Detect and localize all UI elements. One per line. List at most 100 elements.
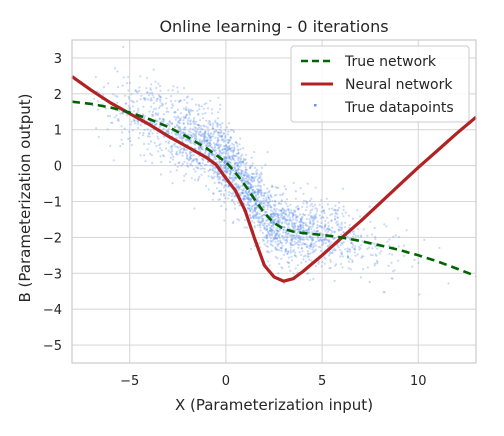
data-point	[269, 215, 272, 218]
data-point	[259, 221, 263, 224]
data-point	[228, 161, 231, 164]
data-point	[249, 183, 252, 186]
data-point	[220, 152, 224, 155]
data-point	[163, 119, 166, 122]
data-point	[242, 147, 245, 150]
data-point	[309, 245, 312, 248]
data-point	[285, 232, 288, 236]
data-point	[268, 200, 272, 203]
data-point	[307, 228, 310, 231]
data-point	[346, 250, 349, 253]
data-point	[319, 238, 322, 242]
data-point	[211, 164, 214, 168]
data-point	[357, 234, 360, 238]
data-point	[253, 190, 256, 193]
data-point	[346, 254, 349, 258]
data-point	[224, 166, 227, 169]
data-point	[233, 195, 236, 198]
data-point	[302, 230, 305, 233]
data-point	[178, 133, 181, 136]
data-point	[309, 244, 312, 247]
data-point	[186, 138, 189, 141]
data-point	[256, 168, 259, 171]
data-point	[209, 152, 212, 155]
data-point	[375, 254, 378, 257]
data-point	[297, 207, 300, 210]
neural-network-line	[71, 75, 478, 283]
data-point	[211, 122, 215, 125]
data-point	[200, 105, 203, 108]
data-point	[274, 209, 277, 213]
data-point	[314, 207, 317, 210]
data-point	[342, 240, 345, 244]
data-point	[255, 205, 258, 208]
data-point	[297, 207, 300, 210]
data-point	[230, 146, 234, 149]
data-point	[199, 167, 202, 170]
data-point	[218, 190, 221, 193]
data-point	[197, 162, 200, 165]
data-point	[241, 191, 244, 194]
data-point	[234, 183, 237, 186]
data-point	[191, 154, 194, 157]
data-point	[232, 155, 235, 158]
data-point	[247, 198, 250, 201]
data-point	[333, 247, 336, 250]
data-point	[235, 182, 238, 185]
data-point	[235, 164, 238, 167]
data-point	[243, 218, 247, 222]
data-point	[283, 226, 286, 229]
data-point	[190, 136, 194, 139]
data-point	[386, 240, 389, 243]
data-point	[241, 191, 244, 194]
data-point	[304, 200, 308, 203]
data-point	[218, 178, 221, 181]
data-point	[188, 113, 191, 116]
data-point	[271, 213, 274, 216]
data-point	[269, 229, 272, 232]
data-point	[219, 165, 223, 168]
data-point	[245, 192, 248, 195]
data-point	[323, 227, 326, 230]
data-point	[197, 123, 200, 126]
data-point	[229, 172, 232, 175]
data-point	[218, 128, 221, 131]
data-point	[269, 221, 272, 224]
data-point	[322, 242, 325, 245]
data-point	[286, 252, 289, 255]
data-point	[262, 239, 265, 242]
data-point	[261, 219, 264, 222]
data-point	[370, 233, 374, 236]
data-point	[286, 250, 290, 253]
data-point	[317, 260, 320, 263]
y-tick-label: −3	[43, 267, 62, 282]
data-point	[236, 218, 239, 221]
data-point	[189, 139, 192, 142]
data-point	[324, 224, 327, 227]
data-point	[290, 244, 293, 247]
data-point	[192, 132, 195, 135]
data-point	[281, 217, 284, 220]
data-point	[149, 152, 152, 155]
data-point	[291, 225, 294, 228]
data-point	[289, 242, 292, 245]
data-point	[210, 175, 213, 178]
data-point	[337, 209, 340, 212]
data-point	[198, 139, 202, 143]
data-point	[292, 237, 295, 240]
data-point	[131, 129, 134, 132]
data-point	[144, 98, 147, 102]
data-point	[413, 258, 416, 261]
data-point	[250, 183, 253, 187]
data-point	[137, 137, 140, 140]
data-point	[197, 124, 200, 127]
data-point	[184, 116, 187, 119]
data-point	[348, 226, 351, 229]
data-point	[208, 155, 211, 158]
data-point	[209, 99, 212, 102]
data-point	[178, 119, 181, 122]
data-point	[238, 172, 241, 175]
data-point	[219, 161, 222, 164]
data-point	[306, 237, 309, 240]
